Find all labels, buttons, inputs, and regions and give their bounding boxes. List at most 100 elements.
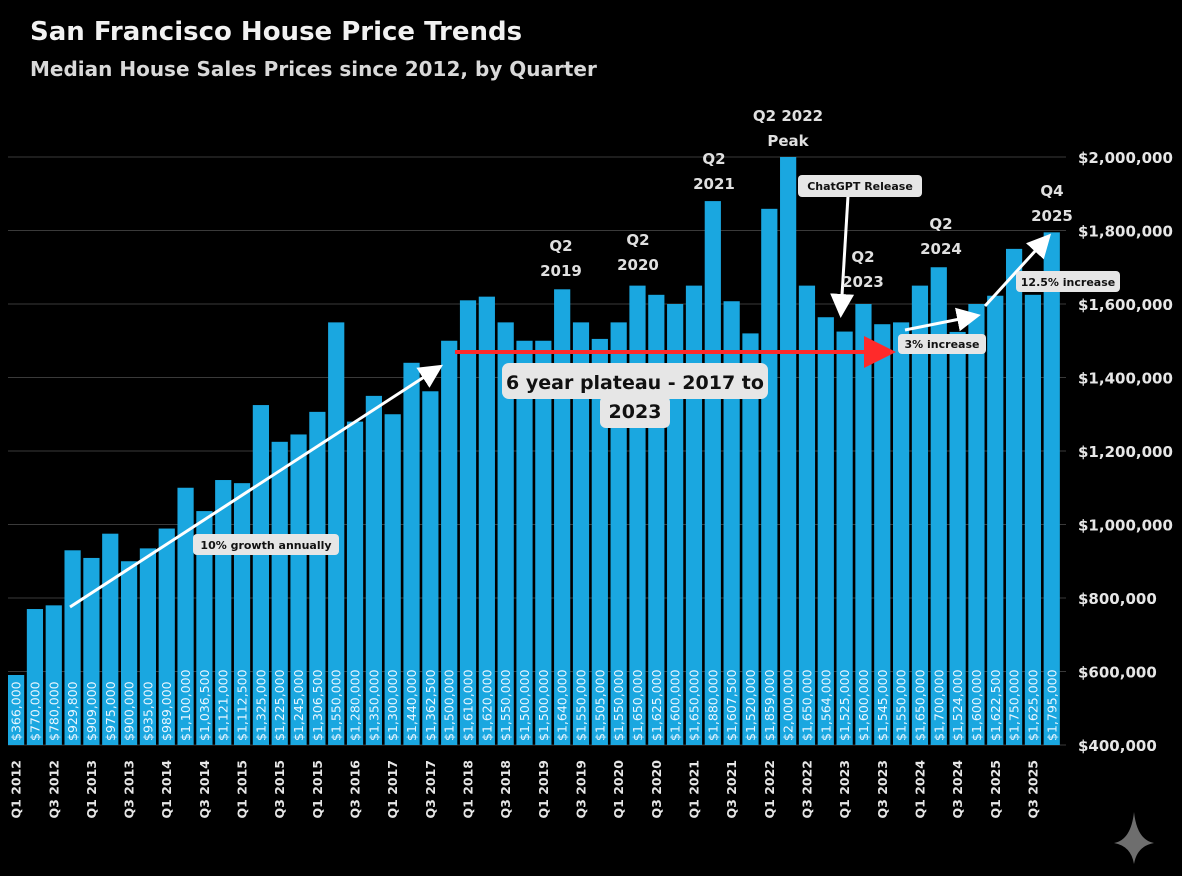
bar [290, 434, 307, 745]
x-tick-label: Q3 2025 [1025, 760, 1040, 818]
bar [346, 421, 364, 745]
x-tick-label: Q3 2024 [950, 760, 965, 819]
svg-text:6 year plateau - 2017 to: 6 year plateau - 2017 to [506, 372, 764, 394]
increase-3-label: 3% increase [898, 334, 986, 354]
bar [1005, 248, 1023, 745]
svg-text:2021: 2021 [693, 175, 735, 193]
x-tick-label: Q3 2019 [574, 760, 589, 818]
x-tick-label: Q1 2022 [762, 760, 777, 818]
svg-text:2019: 2019 [540, 262, 582, 280]
y-tick-label: $600,000 [1078, 664, 1157, 682]
bar-value-label: $1,650,000 [799, 669, 814, 741]
bar-value-label: $1,325,000 [253, 669, 268, 741]
bar-value-label: $1,280,000 [348, 669, 363, 741]
bar-value-label: $1,520,000 [743, 669, 758, 741]
x-tick-label: Q3 2012 [46, 760, 61, 818]
bar-value-label: $2,000,000 [781, 669, 796, 741]
bar-value-label: $1,880,000 [705, 669, 720, 741]
bar [893, 322, 910, 745]
bar-value-label: $1,500,000 [536, 669, 551, 741]
bar [478, 296, 495, 745]
bar-value-label: $1,550,000 [329, 669, 344, 741]
bar [742, 333, 759, 745]
bar-value-label: $1,650,000 [912, 669, 927, 741]
bar-value-label: $1,524,000 [950, 669, 965, 741]
x-tick-label: Q1 2014 [159, 760, 174, 819]
bar [196, 511, 213, 745]
x-tick-label: Q1 2015 [310, 760, 325, 818]
bar [1043, 232, 1060, 745]
annotation-q2-2023: Q2 2023 [842, 248, 884, 291]
bar [874, 324, 891, 745]
y-tick-label: $1,800,000 [1078, 223, 1173, 241]
bar [798, 285, 816, 745]
bar-value-label: $1,622,500 [988, 669, 1003, 741]
svg-text:Q2: Q2 [929, 215, 952, 233]
bar [516, 340, 533, 745]
bar [102, 533, 119, 745]
bar [930, 267, 947, 745]
bar-value-label: $935,000 [140, 681, 155, 741]
bar-value-label: $1,036,500 [197, 669, 212, 741]
bar-value-label: $770,000 [27, 681, 42, 741]
bar-value-label: $1,550,000 [574, 669, 589, 741]
bar-value-label: $1,600,000 [668, 669, 683, 741]
bar-value-label: $1,700,000 [931, 669, 946, 741]
svg-text:12.5% increase: 12.5% increase [1021, 276, 1115, 289]
bar-value-label: $1,505,000 [592, 669, 607, 741]
bar-value-label: $1,362,500 [423, 669, 438, 741]
y-tick-label: $1,600,000 [1078, 296, 1173, 314]
annotation-q2-2022-peak: Q2 2022 Peak [753, 107, 823, 150]
bar [497, 322, 514, 745]
bar-value-label: $780,000 [46, 681, 61, 741]
x-tick-label: Q1 2019 [536, 760, 551, 818]
y-tick-label: $2,000,000 [1078, 149, 1173, 167]
svg-text:2023: 2023 [842, 273, 884, 291]
bar [949, 331, 966, 745]
svg-text:ChatGPT Release: ChatGPT Release [807, 180, 913, 193]
bar-value-label: $1,620,000 [479, 669, 494, 741]
chart-subtitle: Median House Sales Prices since 2012, by… [30, 57, 597, 81]
bar-value-label: $1,545,000 [875, 669, 890, 741]
bar [1024, 294, 1042, 745]
bar [26, 609, 44, 745]
bar-value-label: $1,610,000 [461, 669, 476, 741]
bar [685, 285, 703, 745]
bar-value-label: $1,650,000 [630, 669, 645, 741]
bar-value-label: $909,000 [84, 681, 99, 741]
annotation-q2-2021: Q2 2021 [693, 150, 735, 193]
bar [780, 157, 797, 745]
svg-text:2025: 2025 [1031, 207, 1073, 225]
bar [968, 304, 985, 745]
svg-text:Q2: Q2 [549, 237, 572, 255]
bar [836, 331, 853, 745]
bar-value-label: $1,525,000 [837, 669, 852, 741]
y-tick-label: $400,000 [1078, 737, 1157, 755]
bar [384, 414, 401, 745]
bar [610, 322, 627, 745]
bar-value-label: $1,625,000 [649, 669, 664, 741]
plateau-label: 6 year plateau - 2017 to 2023 [502, 363, 768, 428]
bar [422, 391, 439, 745]
annotation-q4-2025: Q4 2025 [1031, 182, 1073, 225]
bar-value-label: $1,500,000 [442, 669, 457, 741]
x-tick-label: Q1 2015 [235, 760, 250, 818]
svg-text:Peak: Peak [767, 132, 809, 150]
y-tick-label: $800,000 [1078, 590, 1157, 608]
bar-value-label: $1,500,000 [517, 669, 532, 741]
x-tick-label: Q1 2017 [385, 760, 400, 818]
bar [591, 338, 608, 745]
bar-value-label: $1,306,500 [310, 669, 325, 741]
bar-value-label: $366,000 [9, 681, 24, 741]
bar-value-label: $1,121,000 [216, 669, 231, 741]
bar-value-label: $1,650,000 [686, 669, 701, 741]
bar [459, 300, 477, 745]
increase-12-arrow [983, 233, 1052, 308]
chatgpt-arrow [830, 195, 855, 318]
bar [64, 550, 81, 745]
bar-value-label: $1,245,000 [291, 669, 306, 741]
svg-text:Q4: Q4 [1040, 182, 1063, 200]
bar-value-label: $1,859,000 [762, 669, 777, 741]
bar [45, 605, 62, 745]
bar [554, 289, 571, 745]
